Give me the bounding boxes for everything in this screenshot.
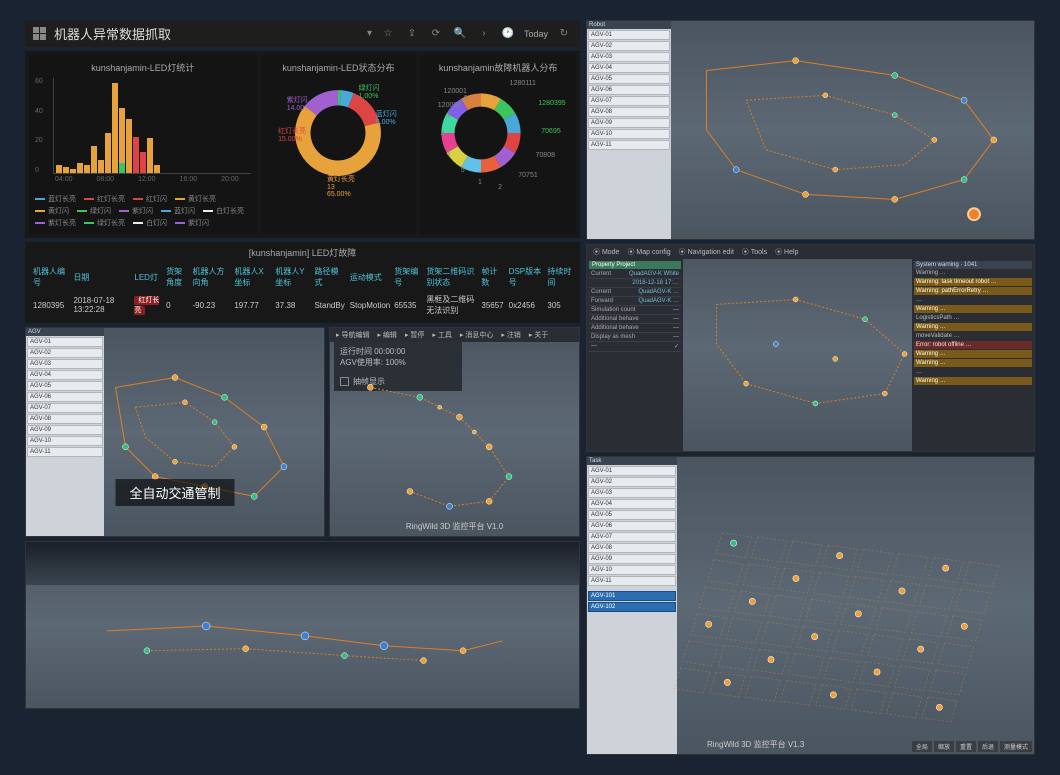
toolbar-button[interactable]: 缩放 [934,741,954,752]
network-overlay [330,328,579,536]
clock-icon: 🕐 [500,26,516,42]
refresh-icon[interactable]: ⟳ [428,26,444,42]
table-title: [kunshanjamin] LED灯故障 [31,246,574,259]
ring-title: kunshanjamin故障机器人分布 [426,61,570,74]
star-icon[interactable]: ☆ [380,26,396,42]
toolbar-button[interactable]: 重置 [956,741,976,752]
dropdown-icon[interactable]: ▾ [367,28,372,39]
toolbar-button[interactable]: 测量模式 [1000,741,1032,752]
3d-viewport-platform[interactable]: ▸ 导航编辑▸ 编辑▸ 暂停▸ 工具▸ 消息中心▸ 注销▸ 关于 运行时间 00… [329,327,580,537]
charts-row: kunshanjamin-LED灯统计 6040200 04:0008:0012… [25,51,580,238]
network-overlay [26,542,579,708]
bar-chart-legend: 蓝灯长亮红灯长亮红灯闪黄灯长亮黄灯闪绿灯闪紫灯闪蓝灯闪白灯长亮紫灯长亮绿灯长亮白… [35,194,251,228]
fault-table: [kunshanjamin] LED灯故障 机器人编号日期LED灯货架角度机器人… [25,242,580,323]
3d-viewport-traffic[interactable]: AGV AGV-01AGV-02AGV-03AGV-04AGV-05AGV-06… [25,327,325,537]
bar-chart-bars [53,78,251,174]
3d-viewport-r3[interactable]: Task AGV-01AGV-02AGV-03AGV-04AGV-05AGV-0… [586,456,1035,755]
3d-viewport-r1[interactable]: Robot AGV-01AGV-02AGV-03AGV-04AGV-05AGV-… [586,20,1035,240]
chevron-right-icon[interactable]: › [476,26,492,42]
platform-version: RingWild 3D 监控平台 V1.0 [406,521,503,532]
table-row[interactable]: 12803952018-07-18 13:22:28红灯长亮0-90.23197… [31,291,574,319]
ring-chart-card: kunshanjamin故障机器人分布 12801111280395706957… [420,55,576,234]
dashboard-header: 机器人异常数据抓取 ▾ ☆ ⇪ ⟳ 🔍 › 🕐 Today ↻ [25,20,580,47]
donut-title: kunshanjamin-LED状态分布 [267,61,411,74]
network-overlay [587,21,1034,239]
bar-chart-card: kunshanjamin-LED灯统计 6040200 04:0008:0012… [29,55,257,234]
refresh-button[interactable]: ↻ [556,26,572,42]
toolbar-button[interactable]: 后退 [978,741,998,752]
toolbar-button[interactable]: 全局 [912,741,932,752]
page-title: 机器人异常数据抓取 [54,24,359,43]
share-icon[interactable]: ⇪ [404,26,420,42]
time-range-label[interactable]: Today [524,29,548,39]
bar-chart-title: kunshanjamin-LED灯统计 [35,61,251,74]
search-icon[interactable]: 🔍 [452,26,468,42]
viewport-caption: 全自动交通管制 [115,479,234,506]
3d-viewport-sky[interactable] [25,541,580,709]
network-overlay [587,245,1034,451]
bottom-toolbar: 全局缩放重置后退测量模式 [912,741,1032,752]
3d-viewport-r2[interactable]: ⦿ Mode⦿ Map config⦿ Navigation edit⦿ Too… [586,244,1035,452]
network-overlay [587,457,1034,754]
platform-version-r3: RingWild 3D 监控平台 V1.3 [707,739,804,750]
donut-chart-card: kunshanjamin-LED状态分布 绿灯闪1.00%蓝灯闪5.00%红灯长… [261,55,417,234]
apps-icon[interactable] [33,27,46,40]
